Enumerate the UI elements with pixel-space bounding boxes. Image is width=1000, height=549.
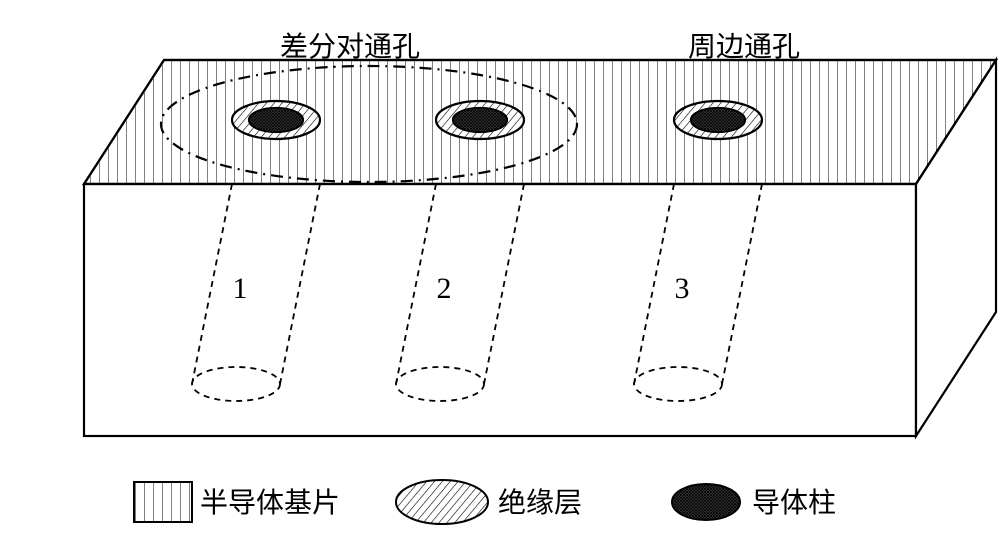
legend-label: 导体柱 [752,487,836,519]
legend-item: 导体柱 [672,484,836,520]
via-number-label: 2 [437,272,452,305]
legend-item: 半导体基片 [134,482,340,522]
legend-item: 绝缘层 [396,480,582,524]
peripheral-via-label: 周边通孔 [688,32,800,63]
differential-pair-label: 差分对通孔 [280,31,420,63]
legend-swatch-substrate [134,482,192,522]
via-conductor-core [249,108,303,132]
via-number-label: 1 [233,272,248,305]
legend-label: 绝缘层 [498,487,582,519]
via-conductor-core [691,108,745,132]
via-conductor-core [453,108,507,132]
via-number-label: 3 [675,272,690,305]
tsv-diagram: 1 2 3 差分对通孔 周边通孔 半导体基片 绝缘层 导体柱 [0,0,1000,549]
legend: 半导体基片 绝缘层 导体柱 [134,480,836,524]
legend-swatch-insulator [396,480,488,524]
legend-label: 半导体基片 [200,487,340,519]
legend-swatch-conductor [672,484,740,520]
